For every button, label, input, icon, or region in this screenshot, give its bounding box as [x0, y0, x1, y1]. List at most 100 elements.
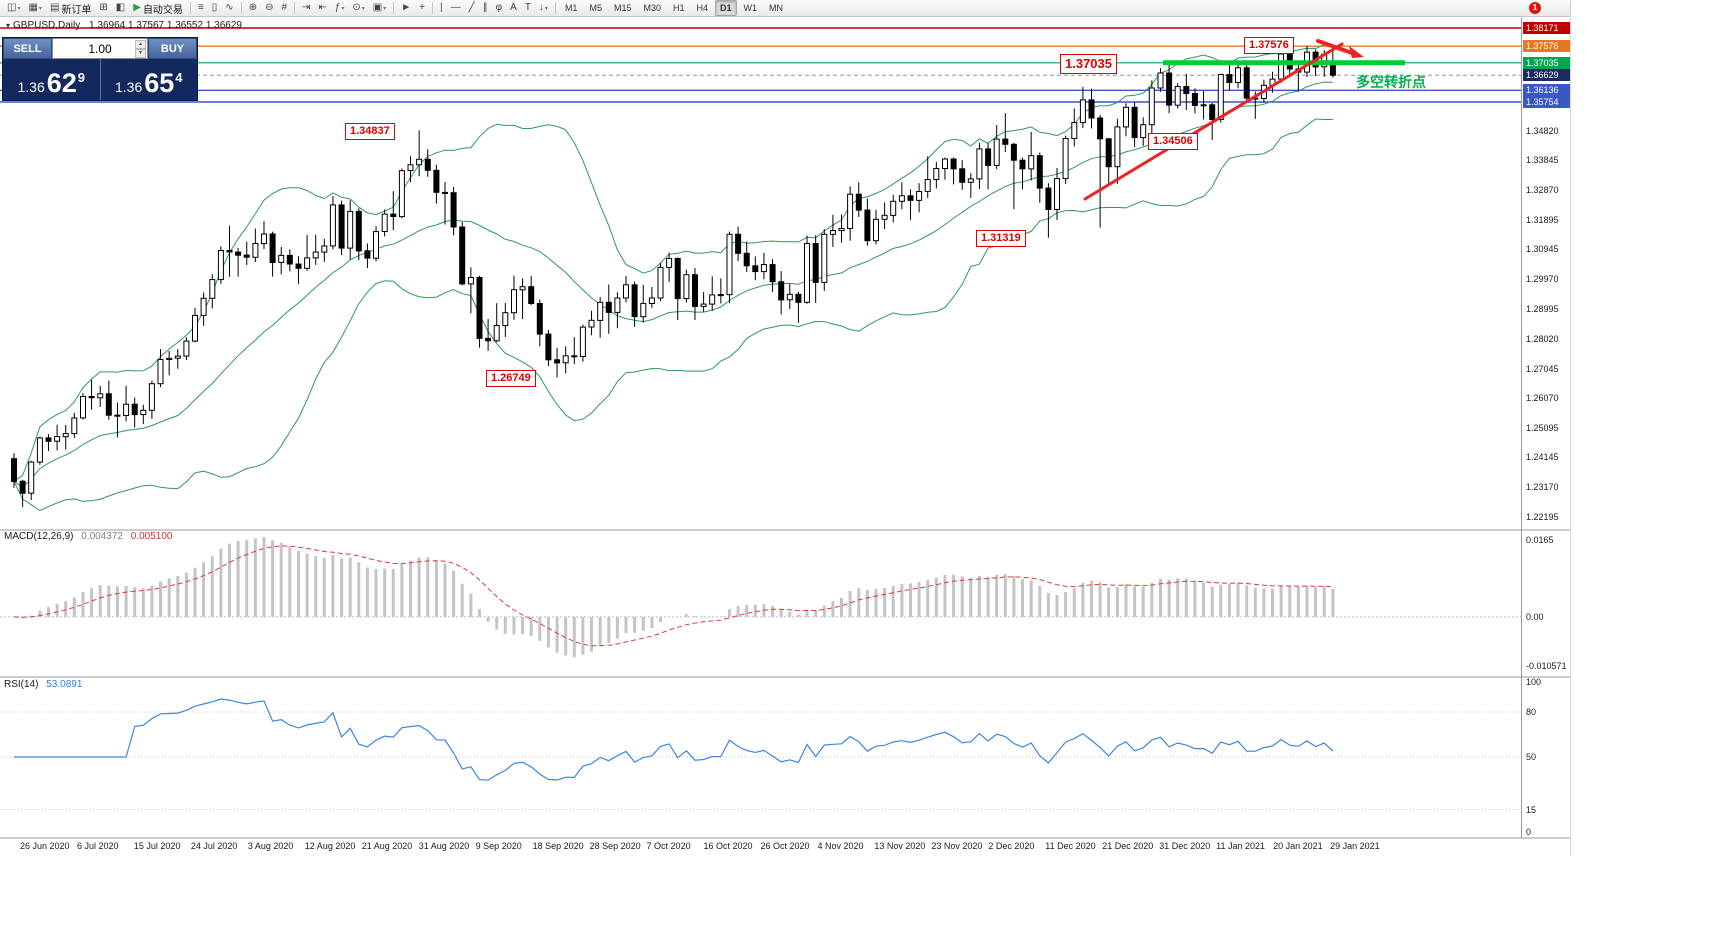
- timeframe-m30-button[interactable]: M30: [643, 3, 661, 13]
- auto-scroll-button[interactable]: ⇥: [298, 0, 314, 17]
- candle-body: [1200, 104, 1207, 107]
- candle-body: [97, 393, 104, 399]
- notification-badge[interactable]: 1: [1529, 2, 1541, 14]
- crosshair-icon: +: [419, 2, 426, 13]
- candle-body: [36, 437, 43, 463]
- horizontal-line-button[interactable]: ―: [447, 0, 465, 17]
- chart-window-frame: [1570, 0, 1571, 856]
- toolbar: ◫ ▾ ▦ ▾ ▤ 新订单 ⊞ ◧ ▶ 自动交易 ≡ ▯ ∿ ⊕ ⊖ # ⇥ ⇤ ƒ ▾ ⊙ ▾ ▣ ▾ ► + | ― ╱ ∥ φ A T ↓ ▾…: [0, 0, 1570, 17]
- candle-body: [243, 254, 250, 258]
- auto-trading-label: 自动交易: [142, 4, 183, 16]
- candle-body: [623, 284, 629, 299]
- market-watch-button[interactable]: ⊞: [95, 0, 111, 17]
- candle-body: [1036, 155, 1043, 189]
- market-watch-icon: ⊞: [99, 2, 108, 13]
- candle-body: [674, 258, 681, 300]
- sell-button[interactable]: SELL: [3, 38, 52, 59]
- new-chart-dropdown-arrow: ▾: [17, 5, 21, 12]
- crosshair-button[interactable]: +: [415, 0, 429, 17]
- templates-button[interactable]: ▣ ▾: [369, 0, 390, 17]
- timeframe-h4-button[interactable]: H4: [696, 3, 709, 13]
- candle-body: [631, 284, 638, 318]
- bid-pip-fraction: 9: [77, 70, 86, 85]
- indicators-icon: ƒ: [334, 2, 341, 13]
- candle-body: [528, 286, 535, 305]
- bid-pr efix: 1.36: [17, 78, 45, 95]
- equidistant-channel-button[interactable]: ∥: [479, 0, 492, 17]
- timeframe-d1-button[interactable]: D1: [715, 0, 737, 16]
- periods-dropdown-arrow: ▾: [361, 5, 365, 12]
- macd-signal-value: 0.005100: [130, 531, 173, 542]
- profiles-dropdown-arrow: ▾: [38, 5, 42, 12]
- candle-body: [131, 403, 138, 416]
- text-label-icon: T: [524, 2, 531, 13]
- line-chart-mode-button[interactable]: ∿: [221, 0, 237, 17]
- candlestick-chart-mode-button[interactable]: ▯: [208, 0, 222, 17]
- timeframe-m5-button[interactable]: M5: [589, 3, 602, 13]
- trend-line-object: [1083, 42, 1344, 201]
- candle-body: [261, 233, 267, 244]
- candle-body: [519, 286, 526, 291]
- chart-shift-button[interactable]: ⇤: [314, 0, 330, 17]
- line-chart-mode-icon: ∿: [225, 2, 234, 13]
- timeframe-w1-button[interactable]: W1: [743, 3, 758, 13]
- bar-chart-mode-button[interactable]: ≡: [194, 0, 208, 17]
- vertical-line-button[interactable]: |: [436, 0, 447, 17]
- one-click-collapse-arrow[interactable]: ▾: [6, 21, 11, 30]
- text-button[interactable]: A: [506, 0, 521, 17]
- cursor-button[interactable]: ►: [397, 0, 415, 17]
- periods-button[interactable]: ⊙ ▾: [348, 0, 368, 17]
- candle-body: [88, 396, 95, 399]
- auto-trading-button[interactable]: ▶ 自动交易: [129, 0, 187, 17]
- time-axis[interactable]: [0, 838, 1521, 855]
- buy-button[interactable]: BUY: [148, 38, 197, 59]
- volume-value: 1.00: [88, 41, 112, 56]
- candle-body: [959, 168, 966, 183]
- zoom-out-button[interactable]: ⊖: [261, 0, 277, 17]
- candle-body: [821, 233, 828, 283]
- candle-body: [183, 340, 190, 357]
- text-label-button[interactable]: T: [521, 0, 535, 17]
- equidistant-channel-icon: ∥: [482, 2, 488, 13]
- new-chart-icon: ◫: [7, 2, 17, 13]
- price-axis[interactable]: [1522, 18, 1570, 838]
- fibonacci-button[interactable]: φ: [492, 0, 506, 17]
- grid-button[interactable]: #: [277, 0, 291, 17]
- profiles-button[interactable]: ▦ ▾: [24, 0, 45, 17]
- data-window-icon: ◧: [115, 2, 126, 13]
- candle-body: [778, 281, 785, 301]
- candle-body: [907, 195, 914, 201]
- candle-body: [209, 279, 216, 299]
- volume-spinner: ▲ ▼: [135, 40, 146, 58]
- volume-input[interactable]: 1.00 ▲ ▼: [52, 38, 148, 59]
- bid-price[interactable]: 1.36 62 9: [3, 59, 101, 100]
- candle-body: [1054, 178, 1060, 211]
- new-chart-button[interactable]: ◫ ▾: [3, 0, 24, 17]
- timeframe-h1-button[interactable]: H1: [673, 3, 685, 13]
- volume-down-icon[interactable]: ▼: [135, 49, 146, 58]
- chart-surface[interactable]: [0, 0, 1570, 860]
- indicators-button[interactable]: ƒ ▾: [331, 0, 349, 17]
- volume-up-icon[interactable]: ▲: [135, 40, 146, 49]
- trend-line-button[interactable]: ╱: [465, 0, 479, 17]
- candle-body: [54, 436, 61, 442]
- candle-body: [312, 251, 319, 259]
- candle-body: [442, 191, 448, 194]
- toolbar-button-group: ◫ ▾ ▦ ▾ ▤ 新订单 ⊞ ◧ ▶ 自动交易 ≡ ▯ ∿ ⊕ ⊖ # ⇥ ⇤ ƒ ▾ ⊙ ▾ ▣ ▾ ► + | ― ╱ ∥ φ A T ↓ ▾: [3, 0, 559, 17]
- timeframe-mn-button[interactable]: MN: [769, 3, 784, 13]
- timeframe-m15-button[interactable]: M15: [613, 3, 632, 13]
- candle-body: [28, 461, 35, 494]
- arrows-button[interactable]: ↓ ▾: [535, 0, 552, 17]
- reversal-arrow-head: [1349, 46, 1364, 58]
- timeframe-m1-button[interactable]: M1: [564, 3, 578, 13]
- ask-price[interactable]: 1.36 65 4: [101, 59, 198, 100]
- zoom-in-button[interactable]: ⊕: [245, 0, 261, 17]
- candle-body: [355, 210, 362, 252]
- candle-body: [752, 265, 759, 273]
- data-window-button[interactable]: ◧: [112, 0, 129, 17]
- candle-body: [476, 277, 483, 339]
- candle-body: [105, 393, 112, 416]
- candle-body: [269, 233, 276, 263]
- new-order-button[interactable]: ▤ 新订单: [46, 0, 95, 17]
